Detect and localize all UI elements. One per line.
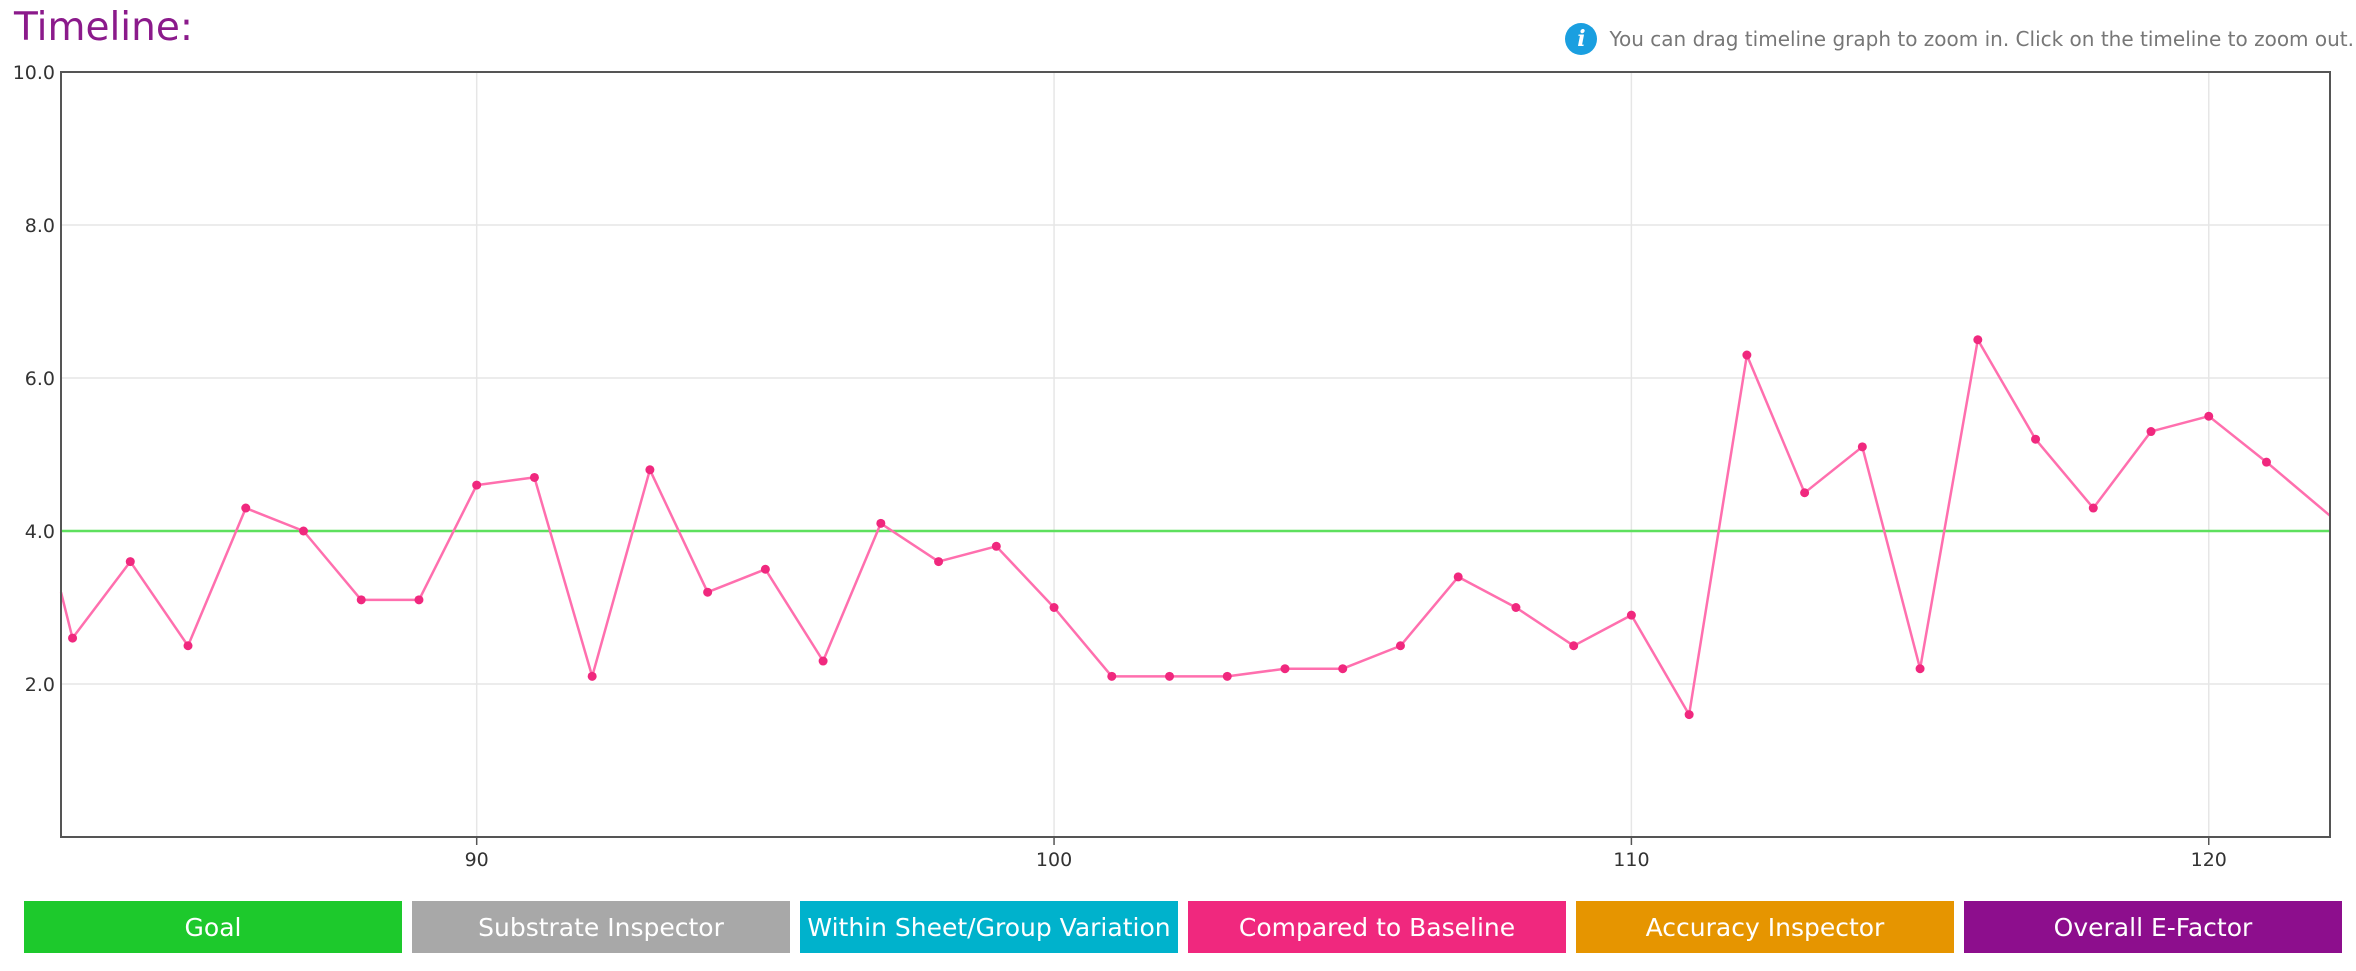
series-line bbox=[59, 338, 2331, 716]
plot-frame bbox=[60, 71, 2331, 838]
data-point bbox=[1973, 335, 1983, 345]
data-point bbox=[183, 641, 193, 651]
legend: Goal Substrate Inspector Within Sheet/Gr… bbox=[24, 901, 2342, 953]
data-point bbox=[1742, 350, 1752, 360]
legend-accuracy-inspector-button[interactable]: Accuracy Inspector bbox=[1576, 901, 1954, 953]
data-point bbox=[1800, 488, 1810, 498]
data-point bbox=[1049, 603, 1059, 612]
y-tick-label: 10.0 bbox=[13, 62, 55, 84]
data-point bbox=[1453, 572, 1463, 582]
x-tick-label: 100 bbox=[1036, 849, 1072, 871]
data-point bbox=[1569, 641, 1579, 651]
series-group bbox=[59, 335, 2331, 720]
x-tick-label: 90 bbox=[465, 849, 489, 871]
data-point bbox=[1165, 671, 1175, 681]
data-point bbox=[876, 518, 886, 528]
data-point bbox=[1915, 664, 1925, 674]
y-tick-label: 2.0 bbox=[25, 674, 55, 696]
data-point bbox=[125, 557, 135, 567]
legend-within-sheet-group-variation-button[interactable]: Within Sheet/Group Variation bbox=[800, 901, 1178, 953]
data-point bbox=[934, 557, 944, 567]
data-point bbox=[2088, 503, 2098, 513]
legend-substrate-inspector-button[interactable]: Substrate Inspector bbox=[412, 901, 790, 953]
data-point bbox=[1107, 671, 1117, 681]
data-point bbox=[472, 480, 482, 490]
data-point bbox=[1684, 710, 1694, 720]
data-point bbox=[1857, 442, 1867, 452]
data-point bbox=[2146, 427, 2156, 437]
y-tick-label: 4.0 bbox=[25, 521, 55, 543]
data-point bbox=[356, 595, 366, 605]
data-point bbox=[1511, 603, 1521, 612]
info-icon: i bbox=[1565, 23, 1598, 55]
data-point bbox=[414, 595, 424, 605]
y-tick-label: 6.0 bbox=[25, 368, 55, 390]
data-point bbox=[2261, 457, 2271, 467]
legend-overall-e-factor-button[interactable]: Overall E-Factor bbox=[1964, 901, 2342, 953]
data-point bbox=[2031, 434, 2041, 444]
data-point bbox=[2204, 411, 2214, 421]
timeline-chart[interactable]: 2.0 4.0 6.0 8.0 10.0 90 100 110 120 bbox=[0, 0, 2356, 890]
data-point bbox=[760, 564, 770, 574]
tick-labels: 2.0 4.0 6.0 8.0 10.0 90 100 110 120 bbox=[13, 62, 2227, 871]
data-point bbox=[991, 541, 1001, 551]
x-tick-label: 110 bbox=[1613, 849, 1649, 871]
data-point bbox=[818, 656, 828, 666]
legend-compared-to-baseline-button[interactable]: Compared to Baseline bbox=[1188, 901, 1566, 953]
data-point bbox=[1222, 671, 1232, 681]
legend-goal-button[interactable]: Goal bbox=[24, 901, 402, 953]
zoom-hint: i You can drag timeline graph to zoom in… bbox=[1565, 22, 2354, 56]
data-point bbox=[645, 465, 655, 475]
grid-lines bbox=[61, 71, 2330, 837]
data-point bbox=[529, 472, 539, 482]
data-point bbox=[1338, 664, 1348, 674]
data-point bbox=[587, 671, 597, 681]
y-tick-label: 8.0 bbox=[25, 215, 55, 237]
data-point bbox=[68, 633, 78, 643]
data-point bbox=[241, 503, 251, 513]
data-point bbox=[1280, 664, 1290, 674]
data-point bbox=[703, 587, 713, 597]
data-point bbox=[1626, 610, 1636, 620]
data-point bbox=[298, 526, 308, 536]
data-point bbox=[1395, 641, 1405, 651]
x-tick-label: 120 bbox=[2191, 849, 2227, 871]
page-title: Timeline: bbox=[14, 5, 193, 50]
zoom-hint-text: You can drag timeline graph to zoom in. … bbox=[1609, 27, 2354, 51]
